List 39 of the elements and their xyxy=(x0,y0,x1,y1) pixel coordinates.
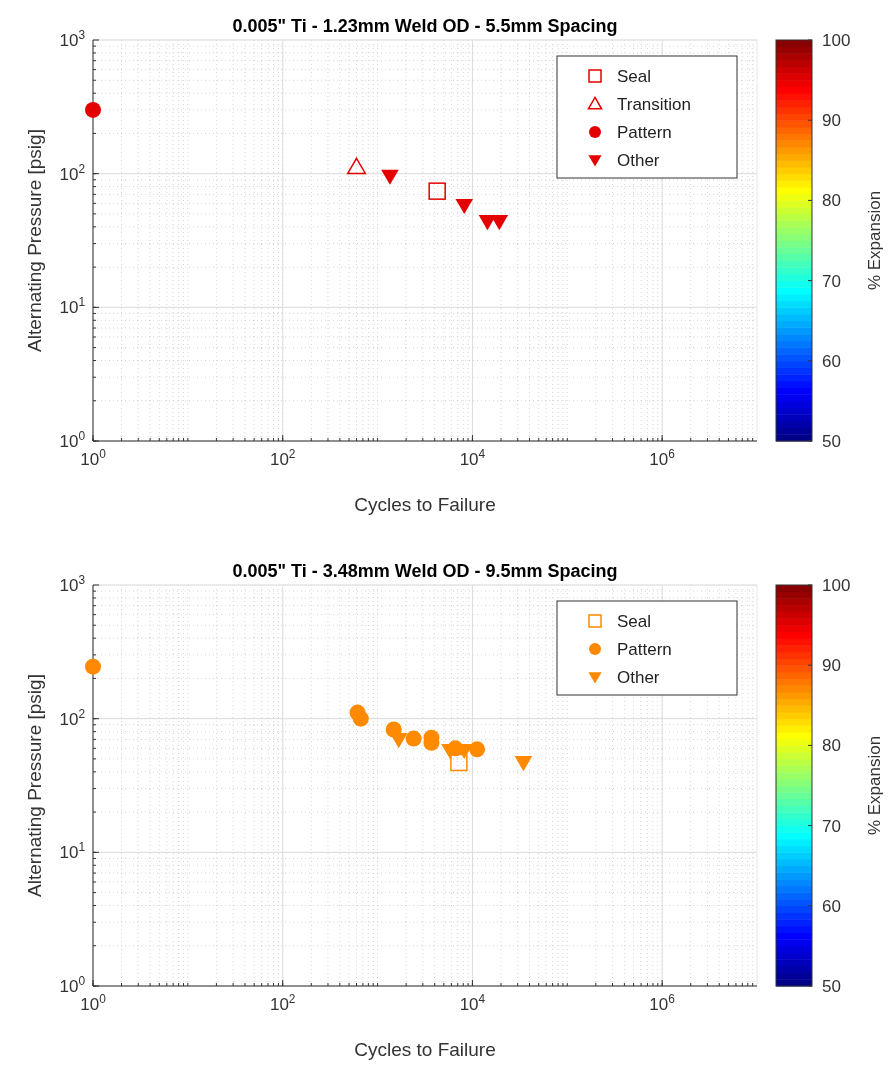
chart-title: 0.005" Ti - 1.23mm Weld OD - 5.5mm Spacing xyxy=(232,16,618,36)
x-axis-title: Cycles to Failure xyxy=(354,494,496,515)
x-tick-label: 10$^{6}$ xyxy=(649,992,676,1014)
y-tick-label: 10$^{1}$ xyxy=(59,840,86,863)
y-tick-label: 10$^{3}$ xyxy=(59,573,86,595)
color-bar-label: 90 xyxy=(822,111,841,131)
color-bar-label: 60 xyxy=(822,896,841,916)
color-bar-label: 50 xyxy=(822,432,841,451)
legend-label: Pattern xyxy=(617,640,672,659)
color-bar-title: % Expansion xyxy=(865,735,884,836)
color-bar-label: 80 xyxy=(822,736,841,756)
color-bar-label: 70 xyxy=(822,271,841,291)
chart-title: 0.005" Ti - 3.48mm Weld OD - 9.5mm Spacing xyxy=(232,561,618,581)
x-tick-label: 10$^{4}$ xyxy=(459,447,486,469)
color-bar-label: 70 xyxy=(822,816,841,836)
legend-label: Other xyxy=(617,668,660,687)
y-axis-title: Alternating Pressure [psig] xyxy=(24,674,45,897)
color-bar-label: 50 xyxy=(822,977,841,996)
color-bar-label: 60 xyxy=(822,351,841,371)
y-tick-label: 10$^{1}$ xyxy=(59,295,86,318)
legend-label: Seal xyxy=(617,612,652,631)
x-axis-title: Cycles to Failure xyxy=(354,1039,496,1060)
x-tick-label: 10$^{2}$ xyxy=(269,447,296,469)
legend-label: Pattern xyxy=(617,123,672,142)
color-bar-label: 100 xyxy=(822,576,851,595)
color-bar-title: % Expansion xyxy=(865,190,884,291)
y-axis-title: Alternating Pressure [psig] xyxy=(24,129,45,352)
legend-label: Transition xyxy=(617,95,692,114)
legend-label: Other xyxy=(617,151,660,170)
legend-label: Seal xyxy=(617,67,652,86)
x-tick-label: 10$^{4}$ xyxy=(459,992,486,1014)
color-bar-label: 100 xyxy=(822,31,851,50)
y-tick-label: 10$^{2}$ xyxy=(59,706,86,729)
x-tick-label: 10$^{2}$ xyxy=(269,992,296,1014)
y-tick-label: 10$^{2}$ xyxy=(59,161,86,184)
color-bar-label: 90 xyxy=(822,656,841,676)
x-tick-label: 10$^{6}$ xyxy=(649,447,676,469)
y-tick-label: 10$^{3}$ xyxy=(59,28,86,50)
color-bar-label: 80 xyxy=(822,191,841,211)
